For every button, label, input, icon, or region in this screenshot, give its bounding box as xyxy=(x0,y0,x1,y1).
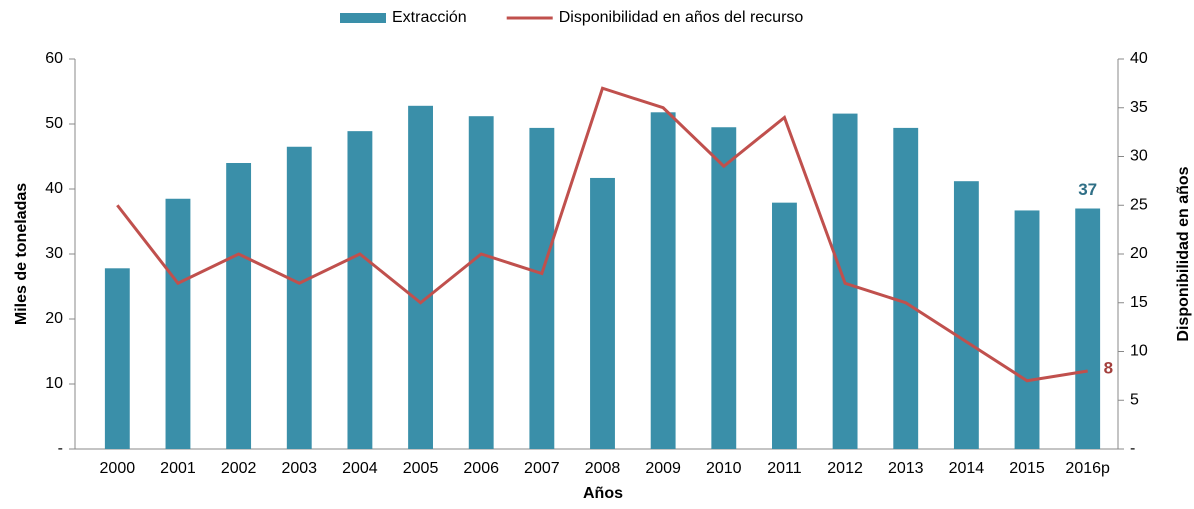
y2ticks-label: 30 xyxy=(1130,148,1148,165)
x-tick-label: 2001 xyxy=(160,460,196,477)
legend-swatch xyxy=(340,13,386,23)
bar xyxy=(1075,208,1101,449)
yticks-label: 60 xyxy=(45,50,63,67)
x-tick-label: 2006 xyxy=(463,460,499,477)
y2ticks-label: 40 xyxy=(1130,50,1148,67)
x-tick-label: 2000 xyxy=(100,460,136,477)
bar xyxy=(165,198,191,449)
y2ticks-label: 5 xyxy=(1130,391,1139,408)
x-tick-label: 2014 xyxy=(949,460,985,477)
x-tick-label: 2010 xyxy=(706,460,742,477)
x-tick-label: 2012 xyxy=(827,460,863,477)
legend-label: Disponibilidad en años del recurso xyxy=(559,9,804,26)
x-tick-label: 2008 xyxy=(585,460,621,477)
yticks-label: 20 xyxy=(45,310,63,327)
x-tick-label: 2011 xyxy=(767,460,802,477)
bar xyxy=(772,202,797,449)
bar xyxy=(590,177,615,449)
y2ticks-label: 35 xyxy=(1130,99,1148,116)
y2ticks-label: - xyxy=(1130,440,1135,457)
legend-label: Extracción xyxy=(392,9,467,26)
x-tick-label: 2015 xyxy=(1009,460,1045,477)
data-label: 37 xyxy=(1078,180,1097,199)
x-tick-label: 2004 xyxy=(342,460,378,477)
yticks-label: 40 xyxy=(45,180,63,197)
bar xyxy=(347,131,373,449)
bar xyxy=(1014,210,1040,449)
x-tick-label: 2009 xyxy=(645,460,681,477)
x-tick-label: 2007 xyxy=(524,460,560,477)
y2ticks-label: 15 xyxy=(1130,294,1148,311)
bar xyxy=(529,127,555,450)
y2ticks-label: 20 xyxy=(1130,245,1148,262)
bar xyxy=(711,127,737,449)
y2ticks-label: 25 xyxy=(1130,196,1148,213)
x-tick-label: 2002 xyxy=(221,460,257,477)
x-axis-title: Años xyxy=(583,485,623,502)
data-label: 8 xyxy=(1104,358,1113,377)
yticks-label: - xyxy=(58,440,63,457)
bar xyxy=(226,163,252,449)
bar xyxy=(286,146,312,449)
bar xyxy=(953,181,979,449)
y2-axis-title: Disponibilidad en años xyxy=(1175,166,1192,341)
bar xyxy=(893,127,919,450)
x-tick-label: 2016p xyxy=(1065,460,1110,477)
yticks-label: 10 xyxy=(45,375,63,392)
bar xyxy=(408,105,433,450)
y2ticks-label: 10 xyxy=(1130,343,1148,360)
yticks-label: 50 xyxy=(45,115,63,132)
y-axis-title: Miles de toneladas xyxy=(13,183,30,325)
x-tick-label: 2003 xyxy=(281,460,317,477)
bar xyxy=(650,112,676,450)
yticks-label: 30 xyxy=(45,245,63,262)
bar xyxy=(104,268,130,449)
x-tick-label: 2013 xyxy=(888,460,924,477)
bar xyxy=(468,116,494,449)
x-tick-label: 2005 xyxy=(403,460,439,477)
line xyxy=(116,86,1088,383)
